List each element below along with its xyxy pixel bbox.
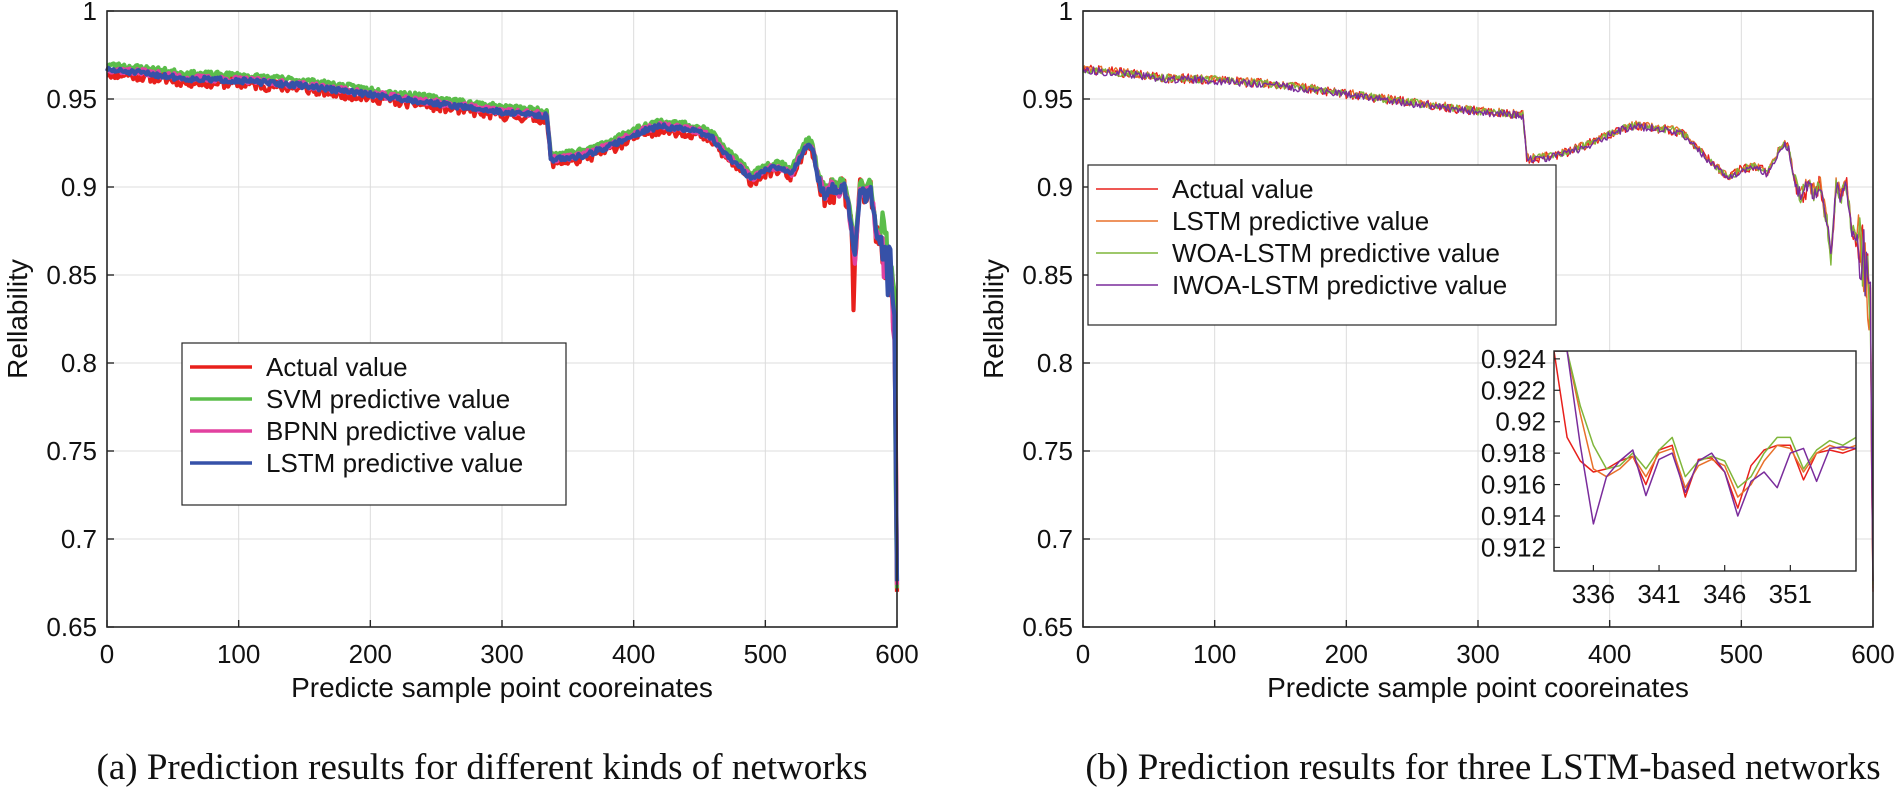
x-tick-label: 200 xyxy=(1325,639,1368,669)
panel-b-x-axis-label: Predicte sample point cooreinates xyxy=(1267,672,1689,703)
x-tick-label: 0 xyxy=(100,639,114,669)
legend-label: WOA-LSTM predictive value xyxy=(1172,238,1500,268)
inset-plot-area xyxy=(1554,351,1856,571)
y-tick-label: 0.8 xyxy=(61,348,97,378)
inset-y-tick-label: 0.92 xyxy=(1495,407,1546,437)
y-tick-label: 0.75 xyxy=(46,436,97,466)
x-tick-label: 100 xyxy=(217,639,260,669)
y-tick-label: 0.85 xyxy=(1022,260,1073,290)
inset-x-tick-label: 341 xyxy=(1637,579,1680,609)
y-tick-label: 0.65 xyxy=(46,612,97,642)
x-tick-label: 400 xyxy=(612,639,655,669)
legend-label: LSTM predictive value xyxy=(1172,206,1429,236)
panel-a-caption: (a) Prediction results for different kin… xyxy=(97,747,868,788)
inset-series-line xyxy=(1554,351,1856,489)
panel-a-x-axis-label: Predicte sample point cooreinates xyxy=(291,672,713,703)
inset-y-tick-label: 0.912 xyxy=(1481,532,1546,562)
panel-a-grid xyxy=(106,10,898,628)
panel-a-series xyxy=(105,61,900,592)
legend-label: SVM predictive value xyxy=(266,384,510,414)
y-tick-label: 1 xyxy=(1059,0,1073,26)
x-tick-label: 600 xyxy=(875,639,918,669)
inset-x-tick-label: 351 xyxy=(1769,579,1812,609)
y-tick-label: 0.7 xyxy=(61,524,97,554)
panel-a-y-axis-label: Rellability xyxy=(2,259,33,379)
inset-x-tick-label: 336 xyxy=(1572,579,1615,609)
y-tick-label: 0.8 xyxy=(1037,348,1073,378)
y-tick-label: 1 xyxy=(83,0,97,26)
inset-y-tick-label: 0.918 xyxy=(1481,438,1546,468)
legend-label: BPNN predictive value xyxy=(266,416,526,446)
x-tick-label: 100 xyxy=(1193,639,1236,669)
inset-y-tick-label: 0.916 xyxy=(1481,470,1546,500)
legend-box xyxy=(181,342,567,506)
inset-y-tick-label: 0.914 xyxy=(1481,501,1546,531)
legend-label: Actual value xyxy=(1172,174,1314,204)
y-tick-label: 0.7 xyxy=(1037,524,1073,554)
x-tick-label: 300 xyxy=(1456,639,1499,669)
x-tick-label: 300 xyxy=(480,639,523,669)
inset-series-line xyxy=(1554,351,1856,498)
x-tick-label: 200 xyxy=(349,639,392,669)
inset-frame xyxy=(1553,350,1857,572)
panel-b-chart: 0 100 200 300 400 500 600 0.65 0.7 0.75 0.8 0.85 0.9… xyxy=(978,0,1895,788)
x-tick-label: 600 xyxy=(1851,639,1894,669)
series-line-lstm-predictive-value xyxy=(105,65,900,582)
inset-series xyxy=(1554,351,1856,525)
series-line-iwoa-lstm-predictive-value xyxy=(1082,66,1874,582)
x-tick-label: 0 xyxy=(1076,639,1090,669)
y-tick-label: 0.95 xyxy=(1022,84,1073,114)
y-tick-label: 0.95 xyxy=(46,84,97,114)
panel-b-series xyxy=(1082,64,1874,592)
legend-box xyxy=(1087,164,1557,326)
x-tick-label: 400 xyxy=(1588,639,1631,669)
x-tick-label: 500 xyxy=(744,639,787,669)
legend-label: IWOA-LSTM predictive value xyxy=(1172,270,1507,300)
inset-series-line xyxy=(1554,351,1856,525)
y-tick-label: 0.9 xyxy=(1037,172,1073,202)
panel-b-inset-zoom: 336 341 346 3510.9120.9140.9160.9180.920.92… xyxy=(1481,344,1857,609)
panel-b-caption: (b) Prediction results for three LSTM-ba… xyxy=(1085,747,1880,788)
panel-a-ticks: 0 100 200 300 400 500 600 0.65 0.7 0.75 0.8 0.85 0.9… xyxy=(46,0,918,669)
inset-y-tick-label: 0.924 xyxy=(1481,344,1546,374)
y-tick-label: 0.85 xyxy=(46,260,97,290)
legend-label: Actual value xyxy=(266,352,408,382)
panel-b-y-axis-label: Rellability xyxy=(978,259,1009,379)
panel-b-ticks: 0 100 200 300 400 500 600 0.65 0.7 0.75 0.8 0.85 0.9… xyxy=(1022,0,1894,669)
x-tick-label: 500 xyxy=(1720,639,1763,669)
panel-a-chart: 0 100 200 300 400 500 600 0.65 0.7 0.75 0.8 0.85 0.9… xyxy=(2,0,919,788)
y-tick-label: 0.65 xyxy=(1022,612,1073,642)
inset-y-tick-label: 0.922 xyxy=(1481,375,1546,405)
y-tick-label: 0.9 xyxy=(61,172,97,202)
legend-label: LSTM predictive value xyxy=(266,448,523,478)
y-tick-label: 0.75 xyxy=(1022,436,1073,466)
inset-x-tick-label: 346 xyxy=(1703,579,1746,609)
